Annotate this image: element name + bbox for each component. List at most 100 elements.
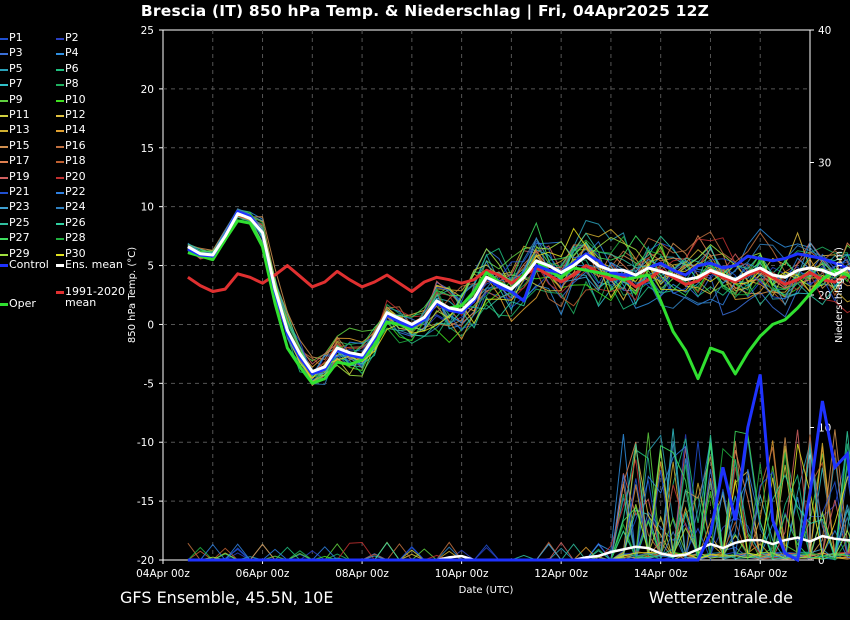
legend-label: P19 [9, 169, 30, 183]
legend-label: P10 [65, 92, 86, 106]
legend-swatch [56, 291, 64, 294]
legend-swatch [56, 130, 64, 133]
member-line [187, 215, 850, 379]
legend-label: P22 [65, 185, 86, 198]
legend-swatch [0, 68, 8, 71]
legend-label: P17 [9, 154, 30, 168]
y2-tick-label: 40 [818, 25, 831, 37]
legend-label: P6 [65, 61, 79, 75]
legend-label: Oper [9, 297, 36, 310]
legend-swatch [0, 222, 8, 225]
legend-label: P16 [65, 138, 86, 152]
legend-label: P18 [65, 154, 86, 168]
x-tick-label: 04Apr 00z [136, 568, 190, 580]
y2-tick-label: 30 [818, 158, 831, 170]
y-tick-label: -20 [137, 555, 154, 567]
y-tick-label: 15 [141, 143, 154, 155]
x-tick-label: 16Apr 00z [733, 568, 787, 580]
legend-swatch [0, 161, 8, 164]
legend-label: P2 [65, 31, 79, 44]
y-axis-label: 850 hPa Temp. (°C) [127, 247, 138, 343]
legend-label: Control [9, 258, 49, 271]
legend-label: P11 [9, 108, 30, 121]
x-tick-label: 10Apr 00z [435, 568, 489, 580]
y2-tick-label: 0 [818, 555, 825, 567]
legend-label: P25 [9, 215, 30, 229]
y2-tick-label: 20 [818, 290, 831, 302]
legend-label: P20 [65, 169, 86, 183]
footer-site-name: Wetterzentrale.de [648, 588, 793, 607]
legend-label: P14 [65, 123, 86, 137]
legend-label: 1991-2020 mean [65, 285, 125, 309]
legend-swatch [56, 115, 64, 117]
legend-swatch [56, 145, 64, 148]
legend-label: P24 [65, 200, 86, 214]
legend-label: P23 [9, 200, 30, 214]
x-tick-label: 06Apr 00z [236, 568, 290, 580]
legend-swatch [0, 99, 8, 102]
y2-axis-label: Niederschlag (mm) [834, 247, 845, 343]
footer-model-info: GFS Ensemble, 45.5N, 10E [120, 588, 334, 607]
legend: P1 P2 P3 P4 P5 P6 P7 P8 P9 P10 P11 P12 P13 P14 P15 P16 P… [0, 30, 140, 330]
x-tick-label: 12Apr 00z [534, 568, 588, 580]
legend-label: Ens. mean [65, 258, 123, 271]
legend-swatch [0, 264, 8, 267]
y-tick-label: 25 [141, 25, 154, 37]
legend-swatch [0, 176, 8, 179]
legend-swatch [56, 222, 64, 225]
legend-swatch [0, 130, 8, 133]
legend-label: P3 [9, 46, 23, 60]
legend-swatch [56, 68, 64, 71]
legend-swatch [56, 192, 64, 194]
legend-label: P30 [65, 246, 86, 260]
highlight-lines [187, 209, 850, 385]
legend-swatch [0, 115, 8, 117]
legend-swatch [56, 84, 64, 87]
legend-label: P5 [9, 61, 23, 75]
legend-label: P29 [9, 246, 30, 260]
legend-swatch [56, 176, 64, 179]
y-tick-label: 20 [141, 84, 154, 96]
legend-swatch [56, 207, 64, 210]
legend-swatch [0, 207, 8, 210]
chart-title: Brescia (IT) 850 hPa Temp. & Niederschla… [140, 2, 710, 20]
legend-swatch [0, 38, 8, 40]
x-tick-label: 08Apr 00z [335, 568, 389, 580]
legend-label: P15 [9, 138, 30, 152]
series-ens-mean [187, 212, 850, 374]
y-tick-label: -10 [137, 437, 154, 449]
legend-swatch [0, 238, 8, 241]
legend-swatch [0, 145, 8, 148]
precip-lines [187, 374, 850, 563]
legend-swatch [56, 38, 64, 40]
x-tick-label: 14Apr 00z [634, 568, 688, 580]
legend-swatch [56, 238, 64, 241]
legend-swatch [0, 253, 8, 256]
y-axis-ticks: 25 20 15 10 5 0 -5 -10 -15 -20 [137, 25, 163, 567]
legend-swatch [0, 84, 8, 87]
legend-swatch [0, 53, 8, 56]
legend-swatch [56, 253, 64, 256]
y-tick-label: 10 [141, 202, 154, 214]
legend-label: P9 [9, 92, 23, 106]
legend-swatch [0, 303, 8, 306]
legend-swatch [56, 264, 64, 267]
legend-label: P7 [9, 77, 23, 91]
legend-label: P28 [65, 231, 86, 245]
legend-label: P12 [65, 108, 86, 121]
y-tick-label: -15 [137, 496, 154, 508]
y-tick-label: -5 [144, 378, 154, 390]
y-tick-label: 0 [147, 319, 154, 331]
y-tick-label: 5 [147, 261, 154, 273]
legend-label: P4 [65, 46, 79, 60]
legend-label: P8 [65, 77, 79, 91]
legend-swatch [56, 161, 64, 164]
legend-swatch [56, 53, 64, 56]
legend-label: P21 [9, 185, 30, 198]
legend-label: P13 [9, 123, 30, 137]
x-axis-label: Date (UTC) [459, 585, 514, 596]
legend-label: P27 [9, 231, 30, 245]
legend-swatch [0, 192, 8, 194]
